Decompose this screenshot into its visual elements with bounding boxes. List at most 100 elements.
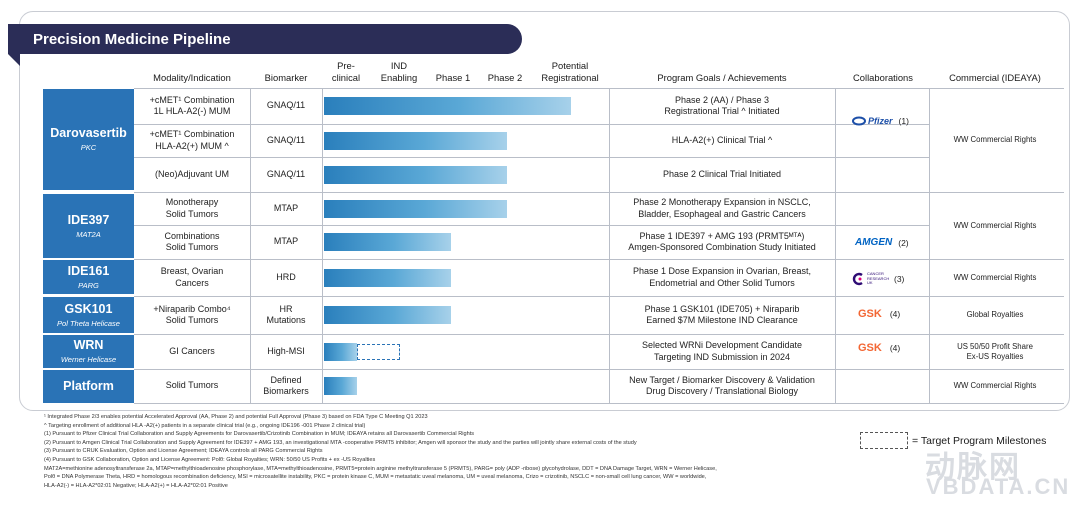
gsk-logo-text: GSK <box>858 308 882 320</box>
header-ind-enabling: IND Enabling <box>380 60 418 83</box>
row-modality: GI Cancers <box>169 345 215 356</box>
program-ide161: IDE161 PARG <box>43 260 134 294</box>
row-goal: Phase 1 GSK101 (IDE705) + Niraparib Earn… <box>644 303 800 326</box>
program-darovasertib: Darovasertib PKC <box>43 89 134 190</box>
program-platform: Platform <box>43 370 134 403</box>
row-modality: +cMET¹ Combination 1L HLA-A2(-) MUM <box>149 94 235 117</box>
program-target: Werner Helicase <box>60 355 117 364</box>
row-divider <box>134 369 1064 370</box>
footnote: HLA-A2(-) = HLA-A2*02:01 Negative; HLA-A… <box>44 482 228 489</box>
row-modality: Breast, Ovarian Cancers <box>160 266 224 288</box>
row-biomarker: Defined Biomarkers <box>263 374 309 397</box>
program-target: PKC <box>80 143 97 152</box>
row-biomarker: GNAQ/11 <box>266 134 306 145</box>
header-registrational: Potential Registrational <box>541 60 599 83</box>
row-biomarker: HRD <box>276 271 296 282</box>
program-target: Pol Theta Helicase <box>57 318 120 328</box>
row-biomarker: GNAQ/11 <box>266 100 306 111</box>
pfizer-logo-icon <box>852 116 866 126</box>
program-name: GSK101 <box>64 301 113 316</box>
row-biomarker: MTAP <box>273 202 299 213</box>
collab-note: (4) <box>889 343 901 353</box>
footnote: (1) Pursuant to Pfizer Clinical Trial Co… <box>44 431 475 438</box>
collab-pfizer: Pfizer (1) <box>852 116 909 126</box>
amgen-logo-text: AMGEN <box>855 237 893 248</box>
watermark-cn: 动脉网 <box>925 451 1021 484</box>
program-ide397: IDE397 MAT2A <box>43 194 134 258</box>
row-modality: Monotherapy Solid Tumors <box>165 197 219 219</box>
program-name: Platform <box>63 379 114 393</box>
legend-text: = Target Program Milestones <box>912 434 1047 447</box>
commercial-ide161: WW Commercial Rights <box>953 272 1037 282</box>
row-goal: Phase 2 Clinical Trial Initiated <box>662 168 782 179</box>
row-biomarker: GNAQ/11 <box>266 168 306 179</box>
pipeline-frame <box>19 11 1070 411</box>
footnote: Polθ = DNA Polymerase Theta, HRD = homol… <box>44 474 707 481</box>
program-target: MAT2A <box>76 229 101 239</box>
collab-note: (2) <box>898 237 909 248</box>
row-modality: +cMET¹ Combination HLA-A2(+) MUM ^ <box>149 129 235 151</box>
commercial-gsk101: Global Royalties <box>966 310 1024 320</box>
legend: = Target Program Milestones <box>860 432 1046 449</box>
row-divider <box>134 296 1064 297</box>
header-modality: Modality/Indication <box>153 72 231 83</box>
progress-bar <box>324 377 357 395</box>
row-divider <box>134 88 1064 89</box>
row-biomarker: HR Mutations <box>266 303 306 326</box>
row-divider <box>134 192 1064 193</box>
program-name: Darovasertib <box>50 126 127 140</box>
header-goals: Program Goals / Achievements <box>657 72 787 83</box>
row-goal: Phase 1 Dose Expansion in Ovarian, Breas… <box>632 266 812 288</box>
row-biomarker: High-MSI <box>267 345 305 356</box>
row-divider <box>134 259 1064 260</box>
col-divider <box>250 88 251 403</box>
collab-note: (4) <box>889 309 901 319</box>
row-goal: Phase 2 (AA) / Phase 3 Registrational Tr… <box>664 94 780 117</box>
collab-note: (3) <box>894 274 905 284</box>
progress-bar <box>324 199 507 218</box>
row-goal: Phase 2 Monotherapy Expansion in NSCLC, … <box>633 197 811 219</box>
pfizer-logo-text: Pfizer <box>868 116 893 126</box>
row-goal: Selected WRNi Development Candidate Targ… <box>641 340 803 362</box>
commercial-platform: WW Commercial Rights <box>953 381 1037 391</box>
collab-note: (1) <box>898 116 909 126</box>
commercial-ide397: WW Commercial Rights <box>953 220 1037 230</box>
progress-bar <box>324 342 357 361</box>
footnote: (2) Pursuant to Amgen Clinical Trial Col… <box>44 439 637 446</box>
title-notch <box>8 54 20 66</box>
gsk-logo-text: GSK <box>858 342 882 354</box>
row-divider <box>134 334 1064 335</box>
row-modality: (Neo)Adjuvant UM <box>154 168 230 179</box>
progress-bar <box>324 97 571 115</box>
col-divider <box>322 88 323 403</box>
progress-bar <box>324 131 507 150</box>
watermark-en: VBDATA.CN <box>926 474 1071 499</box>
program-target: PARG <box>78 280 99 290</box>
header-phase1: Phase 1 <box>435 72 471 83</box>
row-divider <box>134 403 1064 404</box>
footnote: (4) Pursuant to GSK Collaboration, Optio… <box>44 457 376 463</box>
progress-bar <box>324 165 507 184</box>
row-modality: Solid Tumors <box>165 380 219 391</box>
footnote: ¹ Integrated Phase 2/3 enables potential… <box>44 414 428 420</box>
legend-dashed-box <box>860 432 908 449</box>
row-goal: Phase 1 IDE397 + AMG 193 (PRMT5ᴹᵀᴬ) Amge… <box>628 230 816 253</box>
commercial-wrn: US 50/50 Profit Share Ex-US Royalties <box>957 341 1033 361</box>
row-divider <box>134 157 929 158</box>
collab-gsk-1: GSK (4) <box>858 308 900 320</box>
header-biomarker: Biomarker <box>264 72 308 83</box>
footnote: MAT2A=methionine adenosyltransferase 2a,… <box>44 465 717 472</box>
program-name: WRN <box>73 338 104 352</box>
cruk-logo-icon <box>852 272 863 286</box>
footnote: (3) Pursuant to CRUK Evaluation, Option … <box>44 448 323 455</box>
row-modality: +Niraparib Combo⁴ Solid Tumors <box>153 303 231 326</box>
progress-bar <box>324 233 451 251</box>
row-modality: Combinations Solid Tumors <box>164 230 220 253</box>
col-divider <box>835 88 836 403</box>
row-divider <box>134 225 929 226</box>
col-divider <box>929 88 930 403</box>
target-milestone-bar <box>357 343 400 360</box>
footnote: ^ Targeting enrollment of additional HLA… <box>44 422 366 429</box>
row-divider <box>134 124 929 125</box>
progress-bar <box>324 268 451 287</box>
